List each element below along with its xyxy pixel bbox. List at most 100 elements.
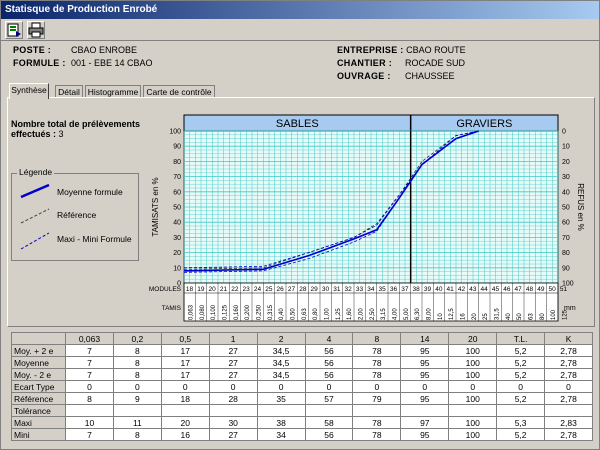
tab-histogramme[interactable]: Histogramme [85, 85, 141, 98]
table-cell: 17 [160, 344, 210, 357]
legend-swatch-reference [20, 208, 50, 224]
export-icon [7, 23, 21, 37]
table-cell: 5,2 [496, 356, 546, 369]
table-cell: 95 [400, 368, 450, 381]
series-line-moyenne-formule [183, 130, 479, 272]
module-label: 41 [447, 286, 455, 293]
tamis-label: TAMIS [162, 305, 182, 312]
row-label: Tolérance [11, 404, 66, 417]
table-cell: 17 [160, 356, 210, 369]
table-cell: 34,5 [256, 356, 306, 369]
ytick-right: 30 [562, 174, 570, 181]
module-label: 49 [537, 286, 545, 293]
toolbar [1, 19, 599, 41]
module-label: 22 [231, 286, 239, 293]
legend-swatch-moyenne [20, 183, 50, 199]
tamis-label-value: 40 [506, 313, 512, 320]
column-header: T.L. [496, 332, 546, 345]
module-label: 46 [503, 286, 511, 293]
tamis-label-value: 1,25 [336, 308, 342, 320]
table-cell: 100 [448, 392, 498, 405]
table-cell: 100 [448, 344, 498, 357]
table-cell: 0 [208, 380, 258, 393]
table-row: Moyenne 7 8 17 27 34,5 56 78 95 100 5,2 2,78 [11, 356, 593, 369]
table-cell [256, 404, 306, 417]
ytick-right: 40 [562, 189, 570, 196]
table-cell: 7 [65, 344, 114, 357]
module-label: 51 [560, 286, 568, 293]
tamis-label-value: 5,00 [404, 308, 410, 320]
module-label: 18 [186, 286, 194, 293]
ytick-left: 70 [173, 174, 181, 181]
export-button[interactable] [5, 21, 23, 39]
formule-label: FORMULE : [13, 58, 66, 68]
table-cell: 11 [112, 416, 162, 429]
ytick-left: 80 [173, 159, 181, 166]
column-header: 20 [448, 332, 498, 345]
table-cell: 100 [448, 368, 498, 381]
module-label: 27 [288, 286, 296, 293]
tamis-label-value: 0,250 [257, 304, 263, 320]
ouvrage-label: OUVRAGE : [337, 71, 391, 81]
table-cell [65, 404, 114, 417]
table-cell: 2,78 [544, 368, 593, 381]
ytick-left: 60 [173, 189, 181, 196]
module-label: 33 [356, 286, 364, 293]
table-cell: 78 [352, 344, 402, 357]
print-button[interactable] [27, 21, 45, 39]
table-cell: 8 [112, 368, 162, 381]
stats-table: 0,063 0,2 0,5 1 2 4 8 14 20 T.L. K Moy. + 2 e 7 8 17 27… [11, 332, 593, 441]
synthese-panel [7, 97, 595, 327]
mm-label: mm [564, 305, 576, 312]
table-cell [496, 404, 546, 417]
tab-synthese[interactable]: Synthèse [9, 83, 49, 99]
tamis-label-value: 4,00 [393, 308, 399, 320]
ytick-left: 0 [177, 281, 181, 288]
table-row: Tolérance [11, 404, 593, 417]
table-cell: 27 [208, 428, 258, 441]
table-cell [448, 404, 498, 417]
tamis-label-value: 31,5 [495, 308, 501, 320]
table-cell: 0 [448, 380, 498, 393]
chantier-value: ROCADE SUD [405, 58, 466, 68]
chantier-label: CHANTIER : [337, 58, 392, 68]
tab-detail[interactable]: Détail [55, 85, 83, 98]
module-label: 37 [401, 286, 409, 293]
table-cell: 2,83 [544, 416, 593, 429]
ylabel-left: TAMISATS en % [151, 177, 160, 236]
table-cell: 58 [304, 416, 354, 429]
tamis-label-value: 0,100 [211, 304, 217, 320]
tamis-label-value: 0,125 [223, 304, 229, 320]
entreprise-value: CBAO ROUTE [406, 45, 466, 55]
tamis-label-value: 10 [438, 313, 444, 320]
tamis-label-value: 0,200 [245, 304, 251, 320]
ytick-right: 0 [562, 129, 566, 136]
table-cell: 5,2 [496, 392, 546, 405]
module-label: 24 [254, 286, 262, 293]
ytick-right: 90 [562, 265, 570, 272]
module-label: 39 [424, 286, 432, 293]
module-label: 20 [209, 286, 217, 293]
module-label: 36 [390, 286, 398, 293]
table-cell: 78 [352, 368, 402, 381]
row-label: Référence [11, 392, 66, 405]
sample-count: Nombre total de prélèvements effectués :… [11, 119, 141, 139]
row-label: Mini [11, 428, 66, 441]
module-label: 42 [458, 286, 466, 293]
tab-carte-controle[interactable]: Carte de contrôle [143, 85, 215, 98]
module-label: 50 [549, 286, 557, 293]
tamis-label-value: 2,00 [359, 308, 365, 320]
tamis-label-value: 63 [529, 313, 535, 320]
table-cell: 2,78 [544, 392, 593, 405]
ylabel-right: REFUS en % [576, 183, 585, 231]
ytick-left: 100 [169, 129, 181, 136]
column-header: 8 [352, 332, 402, 345]
poste-row: POSTE : CBAO ENROBE [13, 45, 137, 55]
table-cell: 97 [400, 416, 450, 429]
table-row: Moy. + 2 e 7 8 17 27 34,5 56 78 95 100 5,2 2,78 [11, 344, 593, 357]
tamis-label-value: 125 [563, 309, 569, 320]
table-cell: 30 [208, 416, 258, 429]
table-cell: 18 [160, 392, 210, 405]
column-header: 0,5 [160, 332, 210, 345]
tamis-label-value: 80 [540, 313, 546, 320]
